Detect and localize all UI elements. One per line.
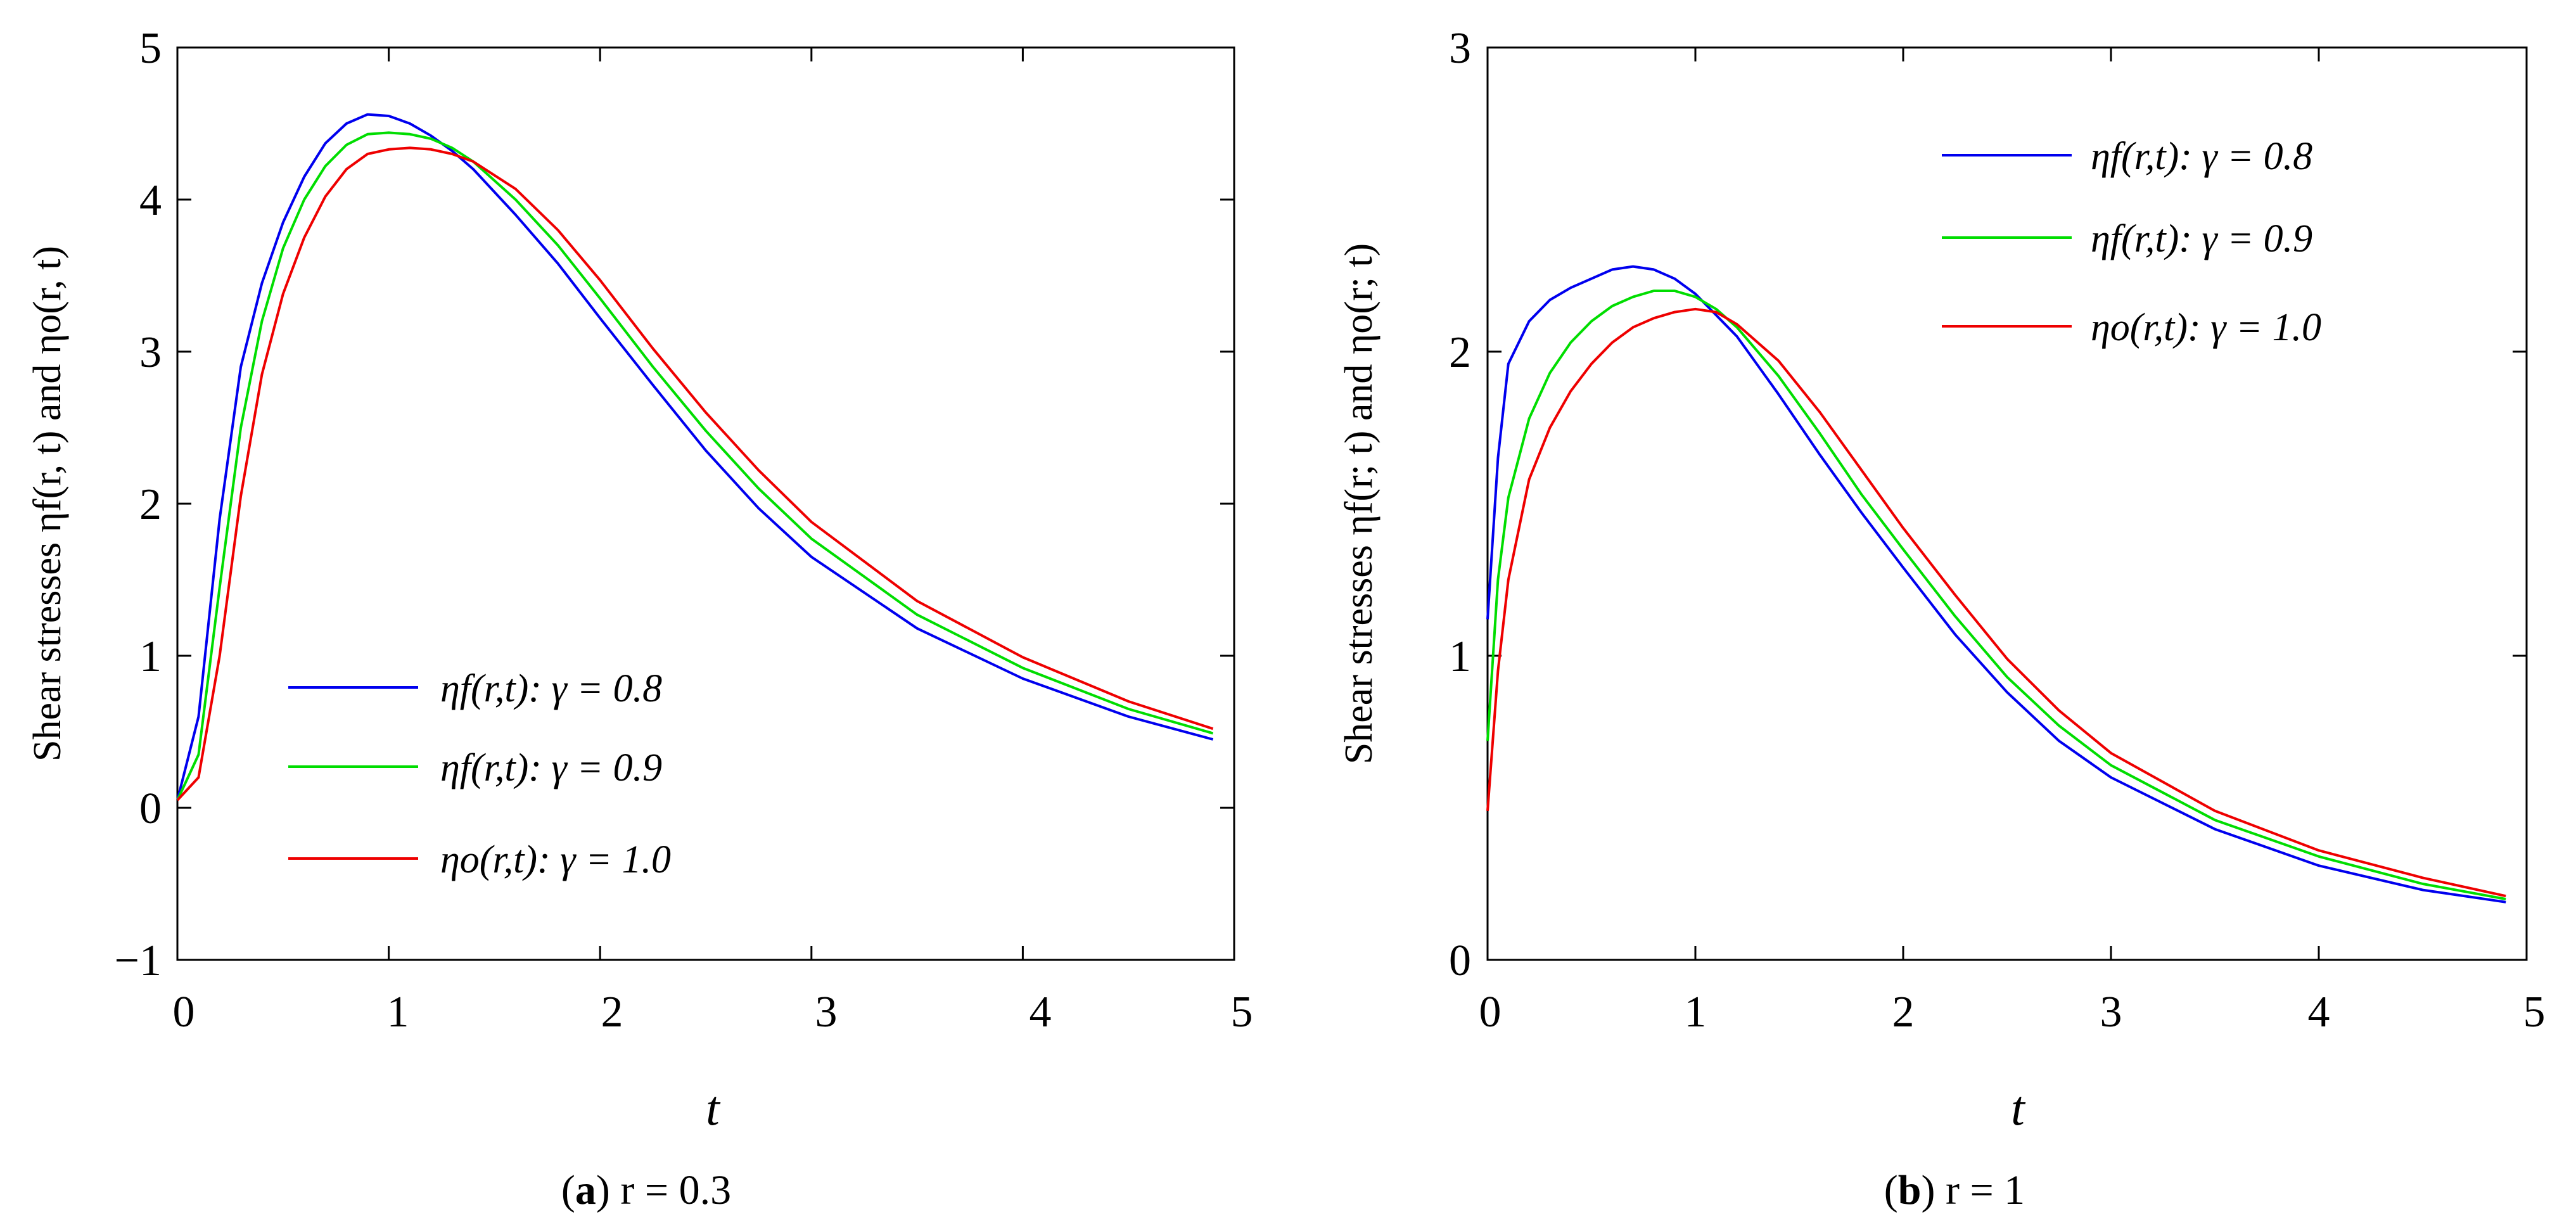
legend-label: ηo(r,t): γ = 1.0: [2091, 306, 2321, 349]
y-tick-label: 1: [1449, 632, 1471, 681]
x-tick-label: 4: [2308, 988, 2330, 1037]
panel-label-a: a: [575, 1167, 596, 1213]
y-tick-label: 2: [1449, 328, 1471, 377]
y-axis-title-a: Shear stresses ηf(r, t) and ηo(r, t): [26, 246, 69, 762]
legend-label: ηf(r,t): γ = 0.9: [440, 746, 662, 789]
series-line-1: [1486, 265, 2506, 904]
y-tick-label: 2: [139, 480, 162, 529]
tick-marks-b: [1486, 46, 2528, 961]
caption-b: (b) r = 1: [1884, 1167, 2025, 1213]
y-tick-label: 5: [139, 24, 162, 73]
x-tick-label: 2: [601, 988, 623, 1037]
x-tick-labels-b: 0 1 2 3 4 5: [1479, 988, 2546, 1037]
plot-frame-b: [1486, 46, 2528, 961]
legend-label: ηf(r,t): γ = 0.8: [2091, 135, 2312, 178]
x-tick-label: 1: [1685, 988, 1707, 1037]
series-lines-a: [176, 113, 1214, 801]
x-tick-label: 0: [173, 988, 195, 1037]
legend-b: ηf(r,t): γ = 0.8 ηf(r,t): γ = 0.9 ηo(r,t…: [1942, 135, 2321, 349]
legend-a: ηf(r,t): γ = 0.8 ηf(r,t): γ = 0.9 ηo(r,t…: [288, 667, 671, 881]
x-axis-title-a: t: [706, 1080, 721, 1135]
y-tick-label: 3: [139, 328, 162, 377]
y-tick-label: 3: [1449, 24, 1471, 73]
y-tick-label: −1: [115, 936, 162, 985]
x-tick-label: 2: [1892, 988, 1915, 1037]
panel-label-b: b: [1898, 1167, 1922, 1213]
series-line-3: [176, 146, 1214, 801]
x-tick-label: 3: [2100, 988, 2122, 1037]
legend-label: ηf(r,t): γ = 0.8: [440, 667, 662, 710]
tick-marks-a: [176, 46, 1235, 961]
x-tick-label: 5: [2523, 988, 2546, 1037]
series-lines-b: [1486, 265, 2506, 904]
y-tick-label: 1: [139, 632, 162, 681]
series-line-3: [1486, 307, 2506, 898]
x-tick-label: 5: [1231, 988, 1253, 1037]
y-tick-labels-b: 0 1 2 3: [1449, 24, 1471, 985]
caption-text-b: r = 1: [1946, 1167, 2025, 1213]
caption-a: (a) r = 0.3: [561, 1167, 731, 1213]
svg-text:(a) r = 0.3: (a) r = 0.3: [561, 1167, 731, 1213]
legend-label: ηo(r,t): γ = 1.0: [440, 838, 671, 881]
x-tick-label: 1: [387, 988, 409, 1037]
y-tick-labels-a: −1 0 1 2 3 4 5: [115, 24, 162, 985]
chart-panel-a: −1 0 1 2 3 4 5 0 1 2 3 4 5 t Shear stres…: [26, 24, 1253, 1213]
x-axis-title-b: t: [2011, 1080, 2026, 1135]
y-tick-label: 4: [139, 176, 162, 225]
y-tick-label: 0: [1449, 936, 1471, 985]
y-tick-label: 0: [139, 784, 162, 833]
caption-text-a: r = 0.3: [620, 1167, 731, 1213]
x-tick-label: 4: [1030, 988, 1052, 1037]
x-tick-label: 0: [1479, 988, 1502, 1037]
chart-panel-b: 0 1 2 3 0 1 2 3 4 5 t Shear stresses ηf(…: [1337, 24, 2546, 1213]
legend-label: ηf(r,t): γ = 0.9: [2091, 217, 2312, 260]
series-line-2: [176, 131, 1214, 801]
x-tick-label: 3: [815, 988, 838, 1037]
svg-text:(b) r = 1: (b) r = 1: [1884, 1167, 2025, 1213]
x-tick-labels-a: 0 1 2 3 4 5: [173, 988, 1253, 1037]
y-axis-title-b: Shear stresses ηf(r; t) and ηo(r; t): [1337, 243, 1380, 764]
